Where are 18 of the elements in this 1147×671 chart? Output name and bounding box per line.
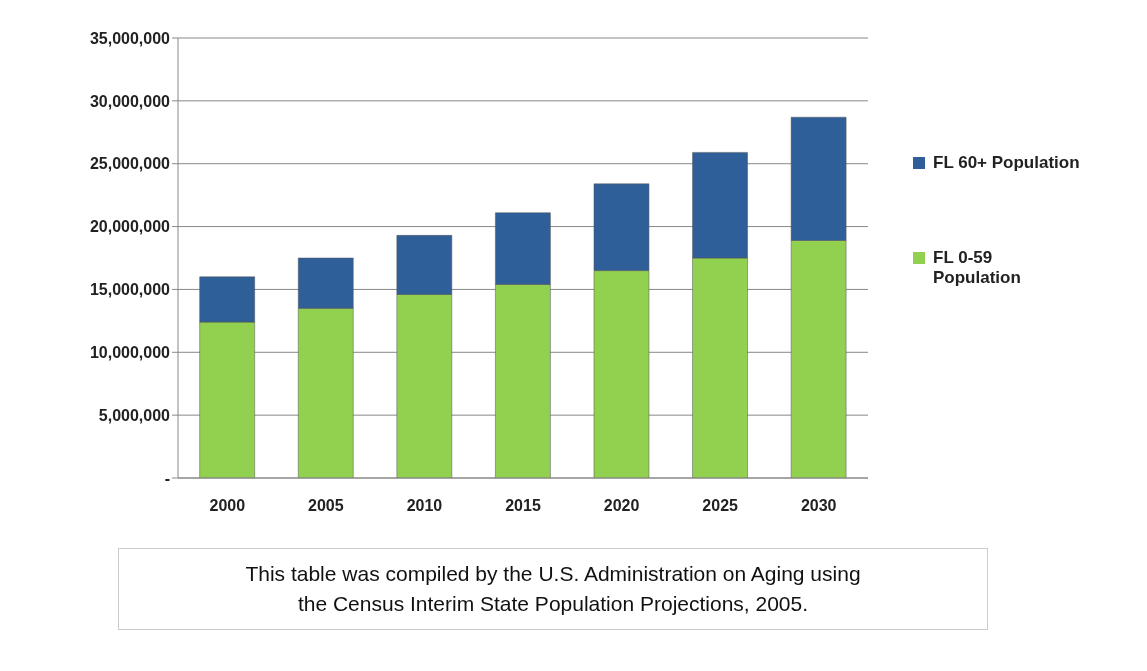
x-tick-label: 2005 [308,497,344,515]
legend-label: FL 60+ Population [933,153,1080,173]
y-tick-label: 10,000,000 [89,343,171,361]
y-tick-label: 35,000,000 [89,29,171,47]
text: This table was compiled by the U.S. Administration on Aging using the Census Interim State Population Projections, 2005. [244,561,862,617]
x-tick-label: 2030 [800,497,837,515]
y-tick-label: - [164,469,170,487]
y-tick-label: 30,000,000 [89,92,171,110]
x-tick-label: 2010 [406,497,443,515]
x-tick-label: 2000 [209,497,246,515]
y-tick-label: 25,000,000 [89,155,171,173]
y-tick-label: 20,000,000 [89,218,171,236]
legend-label: FL 0-59 Population [933,248,1022,288]
x-tick-label: 2015 [505,497,541,515]
y-tick-label: 15,000,000 [89,281,171,299]
x-tick-label: 2020 [603,497,640,515]
y-tick-label: 5,000,000 [98,406,171,424]
x-tick-label: 2025 [702,497,739,515]
